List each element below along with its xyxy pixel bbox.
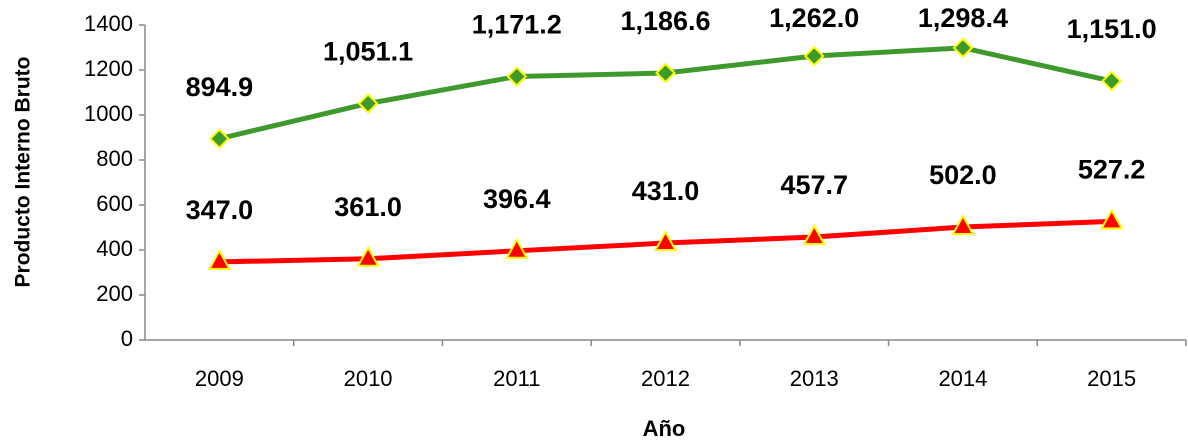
x-tick-label: 2014 (938, 366, 987, 391)
marker (505, 237, 529, 259)
marker (802, 223, 826, 246)
data-label: 457.7 (780, 170, 848, 200)
data-label: 347.0 (186, 195, 254, 225)
marker (1101, 70, 1123, 92)
marker (951, 213, 975, 236)
x-tick-label: 2011 (493, 366, 540, 391)
marker (655, 62, 676, 84)
data-label: 1,051.1 (323, 37, 413, 67)
marker (803, 45, 825, 67)
data-label: 1,151.0 (1067, 14, 1157, 44)
y-tick-label: 800 (96, 146, 133, 171)
x-tick-label: 2010 (344, 366, 393, 391)
data-label: 1,186.6 (620, 6, 710, 36)
data-label: 527.2 (1078, 155, 1146, 185)
y-tick-label: 600 (96, 191, 133, 216)
data-label: 361.0 (334, 192, 402, 222)
marker (952, 37, 974, 59)
marker (356, 245, 380, 267)
x-tick-label: 2013 (790, 366, 839, 391)
data-label: 1,298.4 (918, 3, 1008, 33)
x-tick-label: 2012 (641, 366, 690, 391)
y-tick-label: 0 (121, 326, 133, 351)
data-label: 502.0 (929, 160, 997, 190)
data-label: 894.9 (186, 72, 254, 102)
marker (208, 128, 230, 150)
y-tick-label: 400 (96, 236, 133, 261)
data-label: 1,262.0 (769, 3, 859, 33)
data-label: 396.4 (483, 184, 551, 214)
x-axis-title: Año (643, 416, 686, 441)
y-tick-label: 1400 (84, 11, 133, 36)
marker (357, 93, 379, 114)
y-tick-label: 1200 (84, 56, 133, 81)
marker (1099, 208, 1124, 230)
y-tick-label: 1000 (84, 101, 133, 126)
x-tick-label: 2009 (195, 366, 244, 391)
y-tick-label: 200 (96, 281, 133, 306)
marker (506, 66, 528, 87)
marker (207, 248, 232, 270)
marker (653, 229, 678, 252)
x-tick-label: 2015 (1087, 366, 1136, 391)
y-axis-title: Producto Interno Bruto (12, 57, 35, 288)
data-label: 431.0 (632, 176, 700, 206)
data-label: 1,171.2 (472, 10, 562, 40)
